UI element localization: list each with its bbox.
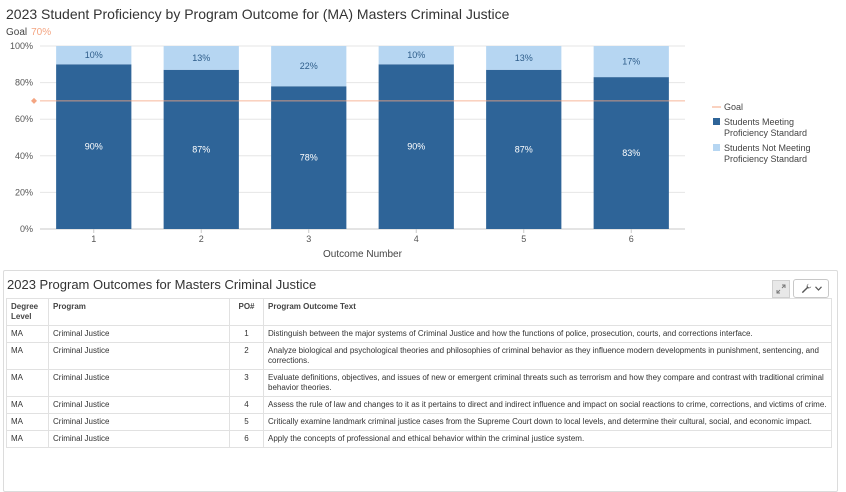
header-degree-level[interactable]: Degree Level <box>6 298 49 326</box>
goal-marker <box>31 97 37 104</box>
table-header-row: Degree Level Program PO# Program Outcome… <box>6 298 832 326</box>
cell-program: Criminal Justice <box>48 396 230 414</box>
x-tick-label: 5 <box>521 234 526 244</box>
table-row: MA Criminal Justice 5 Critically examine la… <box>6 413 832 431</box>
cell-degree-level: MA <box>6 396 49 414</box>
wrench-icon <box>801 283 811 294</box>
bar-meeting <box>163 69 239 229</box>
x-tick-label: 1 <box>91 234 96 244</box>
legend-meeting-swatch <box>713 118 720 125</box>
bar-meeting <box>56 64 132 229</box>
table-body: MA Criminal Justice 1 Distinguish between t… <box>6 325 832 448</box>
data-label-meeting: 87% <box>192 144 210 154</box>
data-label-not-meeting: 10% <box>407 50 425 60</box>
cell-po-number: 5 <box>229 413 264 431</box>
legend-not_meeting-label: Proficiency Standard <box>724 154 807 164</box>
x-axis-title: Outcome Number <box>323 249 403 260</box>
cell-degree-level: MA <box>6 369 49 397</box>
cell-program: Criminal Justice <box>48 325 230 343</box>
x-tick-label: 6 <box>629 234 634 244</box>
legend-not_meeting-swatch <box>713 144 720 151</box>
goal-label: Goal <box>6 27 28 38</box>
outcomes-panel: 2023 Program Outcomes for Masters Crimin… <box>3 270 838 492</box>
cell-degree-level: MA <box>6 430 49 448</box>
legend-meeting-label: Students Meeting <box>724 117 794 127</box>
table-row: MA Criminal Justice 6 Apply the concepts of… <box>6 430 832 448</box>
proficiency-chart: 0% 20% 40% 60% 80% 100% 90% 10% 1 87% 13% 2 78% 22% 3 9… <box>10 41 811 260</box>
y-tick-label: 40% <box>15 151 33 161</box>
cell-outcome-text: Apply the concepts of professional and e… <box>263 430 832 448</box>
cell-degree-level: MA <box>6 325 49 343</box>
header-outcome-text[interactable]: Program Outcome Text <box>263 298 832 326</box>
legend-meeting-label: Proficiency Standard <box>724 128 807 138</box>
expand-icon <box>776 284 786 294</box>
x-tick-label: 2 <box>199 234 204 244</box>
legend-goal-label: Goal <box>724 102 743 112</box>
goal-indicator: Goal 70% <box>6 27 51 38</box>
header-po-number[interactable]: PO# <box>229 298 264 326</box>
cell-program: Criminal Justice <box>48 430 230 448</box>
y-tick-label: 0% <box>20 224 33 234</box>
table-row: MA Criminal Justice 4 Assess the rule of la… <box>6 396 832 414</box>
data-label-not-meeting: 10% <box>85 50 103 60</box>
data-label-not-meeting: 17% <box>622 57 640 67</box>
legend-not_meeting-label: Students Not Meeting <box>724 143 811 153</box>
x-tick-label: 3 <box>306 234 311 244</box>
chart-title: 2023 Student Proficiency by Program Outc… <box>6 6 510 22</box>
outcomes-table: Degree Level Program PO# Program Outcome… <box>6 298 832 448</box>
y-tick-label: 20% <box>15 187 33 197</box>
cell-po-number: 1 <box>229 325 264 343</box>
bar-meeting <box>593 77 669 229</box>
settings-menu-button[interactable] <box>793 279 829 298</box>
table-row: MA Criminal Justice 1 Distinguish between t… <box>6 325 832 343</box>
header-program[interactable]: Program <box>48 298 230 326</box>
data-label-meeting: 78% <box>300 153 318 163</box>
cell-outcome-text: Critically examine landmark criminal jus… <box>263 413 832 431</box>
y-tick-label: 100% <box>10 41 33 51</box>
y-tick-label: 60% <box>15 114 33 124</box>
cell-outcome-text: Evaluate definitions, objectives, and is… <box>263 369 832 397</box>
data-label-not-meeting: 13% <box>515 53 533 63</box>
cell-po-number: 6 <box>229 430 264 448</box>
cell-po-number: 2 <box>229 342 264 370</box>
table-row: MA Criminal Justice 2 Analyze biological an… <box>6 342 832 370</box>
bar-not-meeting <box>486 46 562 70</box>
cell-program: Criminal Justice <box>48 342 230 370</box>
goal-value: 70% <box>31 27 52 38</box>
bar-not-meeting <box>163 46 239 70</box>
expand-button[interactable] <box>772 280 790 298</box>
cell-po-number: 4 <box>229 396 264 414</box>
bar-meeting <box>486 69 562 229</box>
data-label-meeting: 87% <box>515 144 533 154</box>
bar-not-meeting <box>378 46 454 65</box>
y-tick-label: 80% <box>15 78 33 88</box>
cell-outcome-text: Analyze biological and psychological the… <box>263 342 832 370</box>
data-label-not-meeting: 13% <box>192 53 210 63</box>
table-row: MA Criminal Justice 3 Evaluate definitions,… <box>6 369 832 397</box>
bar-meeting <box>271 86 347 229</box>
cell-outcome-text: Distinguish between the major systems of… <box>263 325 832 343</box>
cell-outcome-text: Assess the rule of law and changes to it… <box>263 396 832 414</box>
cell-degree-level: MA <box>6 413 49 431</box>
bar-meeting <box>378 64 454 229</box>
cell-program: Criminal Justice <box>48 369 230 397</box>
data-label-not-meeting: 22% <box>300 61 318 71</box>
data-label-meeting: 90% <box>407 142 425 152</box>
cell-program: Criminal Justice <box>48 413 230 431</box>
panel-title: 2023 Program Outcomes for Masters Crimin… <box>7 277 317 292</box>
chevron-down-icon <box>814 286 822 291</box>
x-tick-label: 4 <box>414 234 419 244</box>
bar-not-meeting <box>593 46 669 78</box>
bar-not-meeting <box>56 46 132 65</box>
data-label-meeting: 83% <box>622 148 640 158</box>
bar-not-meeting <box>271 46 347 87</box>
cell-degree-level: MA <box>6 342 49 370</box>
cell-po-number: 3 <box>229 369 264 397</box>
data-label-meeting: 90% <box>85 142 103 152</box>
